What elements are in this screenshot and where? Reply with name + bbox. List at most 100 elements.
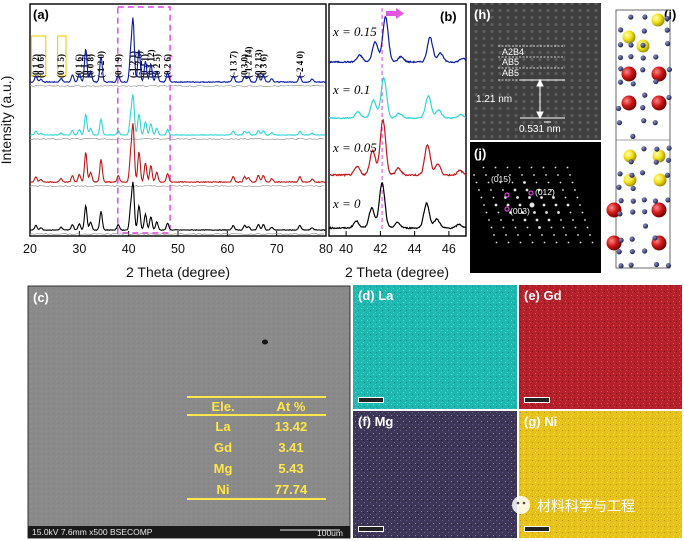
crystal-atom-ni: [618, 27, 624, 33]
saed-spot: [485, 174, 487, 176]
crystal-atom-ni: [665, 41, 671, 47]
xrd-a-tick-label: 30: [72, 242, 86, 256]
saed-spot: [485, 211, 488, 214]
sem-panel-c: (c) 15.0kV 7.6mm x500 BSECOMP 100um Ele.…: [27, 285, 351, 539]
xrd-a-tick-label: 60: [220, 242, 234, 256]
panel-label-a: (a): [33, 7, 49, 22]
crystal-atom-ni: [641, 118, 647, 124]
xrd-a-tick-label: 70: [270, 242, 284, 256]
crystal-atom-ni: [664, 27, 670, 33]
xrd-b-tick-label: 40: [339, 242, 353, 256]
saed-spot: [523, 181, 526, 184]
xrd-a-peak-label: (0 0 8): [86, 54, 96, 78]
hrtem-spacing-bracket: [520, 78, 565, 123]
hrtem-image: [470, 3, 601, 140]
crystal-atom-mg: [653, 173, 667, 187]
crystal-atom-ni: [628, 262, 634, 268]
saed-spot: [512, 219, 514, 221]
crystal-atom-ni: [629, 248, 635, 255]
crystal-structure-panel-i: (i): [604, 3, 682, 275]
crystal-atom-ni: [666, 66, 673, 73]
xrd-a-peak-label: (-1 2 1): [128, 51, 138, 78]
saed-spot: [509, 211, 512, 214]
sem-footer-bar: [28, 526, 350, 538]
watermark: 材料科学与工程: [512, 496, 635, 515]
saed-spot: [531, 241, 534, 244]
saed-spot: [557, 211, 560, 214]
crystal-atom-ni: [640, 55, 646, 61]
crystal-atom-ni: [665, 197, 671, 203]
crystal-atom-ni: [629, 236, 635, 242]
xrd-b-series-label: x = 0: [332, 196, 361, 211]
crystal-atom-ni: [652, 235, 658, 241]
saed-spot: [540, 196, 543, 199]
saed-image: [470, 142, 601, 273]
crystal-atom-ni: [630, 185, 636, 192]
saed-spot: [535, 218, 539, 222]
crystal-atom-ni: [654, 146, 660, 152]
saed-spot: [506, 166, 509, 169]
saed-spot: [545, 174, 547, 176]
saed-spot: [500, 219, 502, 221]
crystal-atom-ni: [618, 66, 624, 72]
saed-spot: [513, 188, 517, 192]
crystal-atom-mg: [651, 13, 665, 27]
panel-label-b: (b): [440, 9, 457, 24]
xrd-a-peak-label: (-1 2 0): [96, 51, 106, 78]
eds-map-mg: (f) Mg: [353, 411, 517, 538]
xrd-b-xlabel: 2 Theta (degree): [345, 264, 449, 280]
saed-spot: [553, 234, 555, 236]
saed-spot-012: (012): [535, 187, 555, 197]
saed-spot: [538, 226, 541, 229]
xrd-a-peak-label: (-1 2 14): [244, 47, 254, 79]
saed-spot: [579, 241, 582, 244]
xrd-a-series-2: [29, 123, 326, 184]
crystal-atom-ni: [616, 120, 623, 126]
crystal-atom-ni: [653, 159, 659, 165]
crystal-atom-ni: [616, 249, 622, 255]
saed-spot: [482, 166, 485, 169]
crystal-atom-ni: [628, 14, 634, 20]
saed-spot: [569, 174, 571, 176]
saed-spot: [497, 211, 500, 214]
xrd-a-peak-label: (0 0 6): [36, 54, 46, 78]
xrd-a-peak-label: (0 3 6): [258, 54, 268, 78]
crystal-atom-ni: [642, 248, 648, 254]
saed-spot: [555, 241, 558, 244]
saed-spot: [579, 204, 581, 206]
xrd-b-frame: [328, 3, 467, 237]
crystal-atom-la: [651, 66, 667, 82]
crystal-atom-ni: [628, 54, 634, 60]
xrd-a-zoom-box: [117, 6, 171, 234]
xrd-a-highlight-2: [57, 35, 67, 77]
saed-spot: [502, 189, 504, 191]
table-header-atpct: At %: [277, 399, 306, 414]
saed-spot: [559, 181, 562, 184]
crystal-atom-ni: [653, 78, 659, 85]
table-cell-mg-value: 5.43: [278, 461, 303, 476]
xrd-a-peak-label: (0 2 6): [163, 54, 173, 78]
crystal-atom-mg: [652, 149, 666, 163]
hrtem-layer-ab5-2: AB5: [502, 68, 519, 78]
crystal-atom-ni: [640, 67, 646, 73]
xrd-a-residual-2: [29, 184, 325, 188]
crystal-atom-ni: [616, 105, 622, 112]
saed-spot: [584, 219, 586, 221]
saed-spot: [576, 196, 579, 199]
xrd-a-peak-label: (0 3 0): [240, 54, 250, 78]
xrd-panel-b: (b) 40 42 44 46 x = 0.15 x = 0.1 x = 0.05 x = 0…: [328, 3, 467, 280]
crystal-atom-ni: [630, 81, 636, 87]
saed-spot: [506, 203, 510, 207]
table-header-element: Ele.: [211, 399, 234, 414]
crystal-atom-ni: [617, 79, 624, 85]
saed-spot: [543, 241, 546, 244]
xrd-a-series-3: [29, 181, 326, 232]
saed-spot: [572, 219, 574, 221]
saed-spot: [541, 234, 543, 236]
crystal-atom-ni: [618, 237, 624, 243]
saed-spot: [530, 166, 533, 169]
saed-spot: [518, 166, 521, 169]
crystal-atom-ni: [666, 94, 672, 101]
saed-spot: [523, 218, 527, 222]
crystal-atom-ni: [652, 198, 659, 204]
